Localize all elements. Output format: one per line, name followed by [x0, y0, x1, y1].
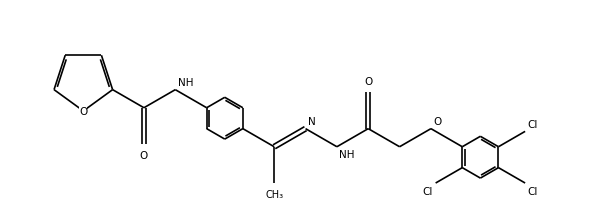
- Text: NH: NH: [340, 150, 355, 159]
- Text: O: O: [364, 77, 373, 86]
- Text: Cl: Cl: [528, 186, 538, 196]
- Text: N: N: [308, 117, 316, 126]
- Text: Cl: Cl: [528, 119, 538, 129]
- Text: CH₃: CH₃: [265, 189, 283, 199]
- Text: NH: NH: [178, 78, 193, 88]
- Text: O: O: [140, 151, 148, 161]
- Text: Cl: Cl: [423, 186, 433, 196]
- Text: O: O: [434, 117, 441, 126]
- Text: O: O: [79, 106, 87, 116]
